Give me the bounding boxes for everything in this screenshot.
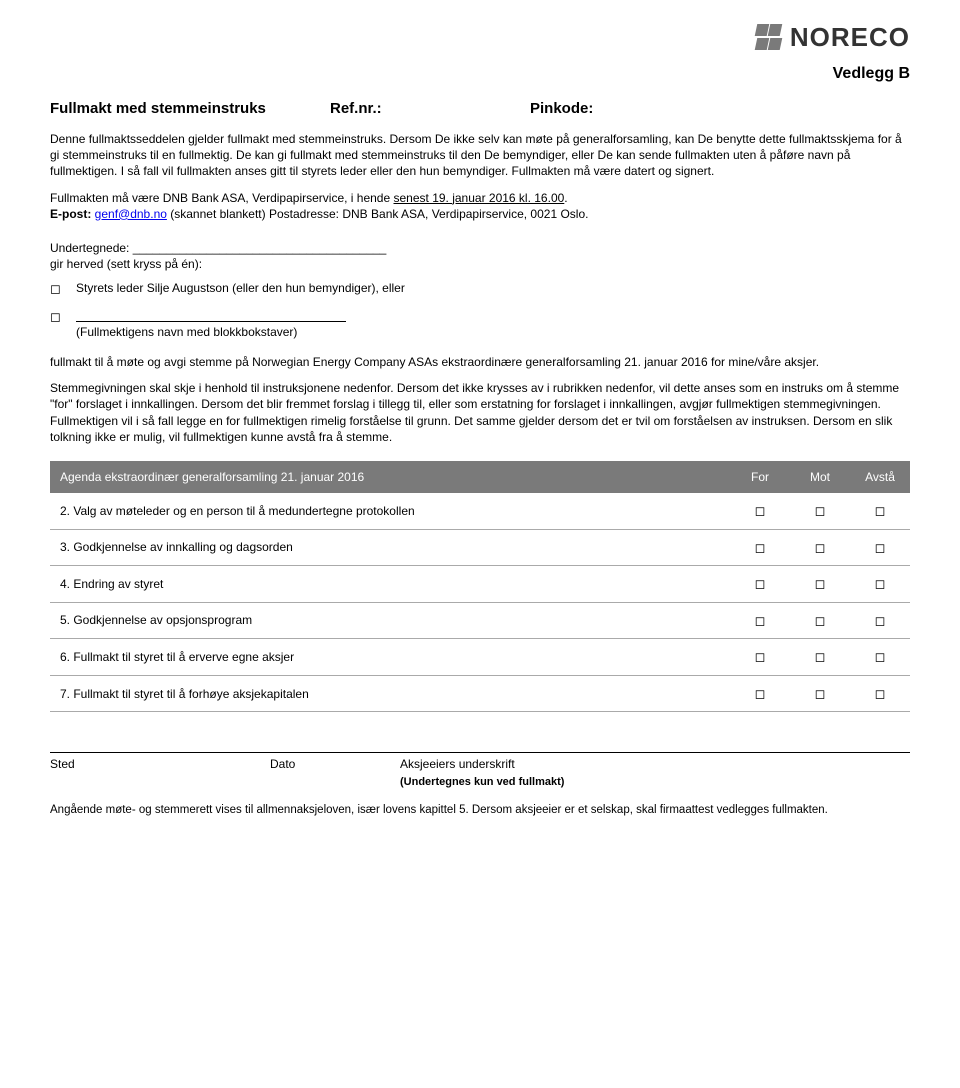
logo: NORECO [756,20,910,55]
vote-checkbox-icon[interactable]: ◻ [790,566,850,603]
checkbox-icon[interactable]: ◻ [50,280,76,298]
agenda-cell: 7. Fullmakt til styret til å forhøye aks… [50,675,730,712]
paragraph-instructions: Stemmegivningen skal skje i henhold til … [50,380,910,445]
vote-checkbox-icon[interactable]: ◻ [790,675,850,712]
agenda-cell: 5. Godkjennelse av opsjonsprogram [50,602,730,639]
signer-block: Undertegnede: gir herved (sett kryss på … [50,240,910,272]
sig-dato: Dato [270,756,400,789]
sig-signature-col: Aksjeeiers underskrift (Undertegnes kun … [400,756,910,789]
vote-checkbox-icon[interactable]: ◻ [730,675,790,712]
sig-sted: Sted [50,756,270,789]
table-row: 7. Fullmakt til styret til å forhøye aks… [50,675,910,712]
paragraph-intro: Denne fullmaktsseddelen gjelder fullmakt… [50,131,910,180]
logo-text: NORECO [790,20,910,55]
table-row: 6. Fullmakt til styret til å erverve egn… [50,639,910,676]
option1-text: Styrets leder Silje Augustson (eller den… [76,280,910,296]
logo-row: NORECO [50,20,910,55]
title-row: Fullmakt med stemmeinstruks Ref.nr.: Pin… [50,99,910,119]
vote-checkbox-icon[interactable]: ◻ [850,566,910,603]
table-row: 2. Valg av møteleder og en person til å … [50,493,910,529]
th-avsta: Avstå [850,461,910,493]
undertegnede-label: Undertegnede: [50,241,386,255]
address-tail: (skannet blankett) Postadresse: DNB Bank… [167,207,589,221]
options-block: ◻ Styrets leder Silje Augustson (eller d… [50,280,910,340]
table-row: 4. Endring av styret◻◻◻ [50,566,910,603]
sig-underskrift: Aksjeeiers underskrift [400,757,515,771]
ref-label: Ref.nr.: [330,99,530,119]
document-title: Fullmakt med stemmeinstruks [50,99,330,119]
paragraph-deadline: Fullmakten må være DNB Bank ASA, Verdipa… [50,190,910,222]
vote-checkbox-icon[interactable]: ◻ [790,602,850,639]
checkbox-icon[interactable]: ◻ [50,308,76,326]
vote-checkbox-icon[interactable]: ◻ [730,529,790,566]
epost-label: E-post: [50,207,95,221]
agenda-cell: 4. Endring av styret [50,566,730,603]
vote-checkbox-icon[interactable]: ◻ [850,639,910,676]
th-for: For [730,461,790,493]
vote-checkbox-icon[interactable]: ◻ [850,675,910,712]
vote-checkbox-icon[interactable]: ◻ [790,529,850,566]
sig-note: (Undertegnes kun ved fullmakt) [400,776,564,788]
vote-checkbox-icon[interactable]: ◻ [730,493,790,529]
table-row: 5. Godkjennelse av opsjonsprogram◻◻◻ [50,602,910,639]
vote-checkbox-icon[interactable]: ◻ [850,529,910,566]
signature-row: Sted Dato Aksjeeiers underskrift (Undert… [50,752,910,789]
gir-herved: gir herved (sett kryss på én): [50,257,202,271]
logo-mark-icon [756,24,784,52]
option2-block: (Fullmektigens navn med blokkbokstaver) [76,308,910,340]
agenda-cell: 6. Fullmakt til styret til å erverve egn… [50,639,730,676]
vote-checkbox-icon[interactable]: ◻ [730,566,790,603]
vote-checkbox-icon[interactable]: ◻ [850,602,910,639]
deadline-text: senest 19. januar 2016 kl. 16.00 [394,191,565,205]
pin-label: Pinkode: [530,99,910,119]
table-row: 3. Godkjennelse av innkalling og dagsord… [50,529,910,566]
vote-checkbox-icon[interactable]: ◻ [790,493,850,529]
vote-checkbox-icon[interactable]: ◻ [730,639,790,676]
attachment-label: Vedlegg B [50,63,910,85]
deadline-post: . [564,191,567,205]
footnote: Angående møte- og stemmerett vises til a… [50,803,910,819]
option-row-2: ◻ (Fullmektigens navn med blokkbokstaver… [50,308,910,340]
paragraph-authorize: fullmakt til å møte og avgi stemme på No… [50,354,910,370]
agenda-cell: 3. Godkjennelse av innkalling og dagsord… [50,529,730,566]
th-agenda: Agenda ekstraordinær generalforsamling 2… [50,461,730,493]
deadline-pre: Fullmakten må være DNB Bank ASA, Verdipa… [50,191,394,205]
option-row-1: ◻ Styrets leder Silje Augustson (eller d… [50,280,910,298]
th-mot: Mot [790,461,850,493]
email-link[interactable]: genf@dnb.no [95,207,167,221]
name-fill-line[interactable] [76,308,346,322]
agenda-cell: 2. Valg av møteleder og en person til å … [50,493,730,529]
vote-checkbox-icon[interactable]: ◻ [730,602,790,639]
vote-checkbox-icon[interactable]: ◻ [790,639,850,676]
vote-checkbox-icon[interactable]: ◻ [850,493,910,529]
agenda-table: Agenda ekstraordinær generalforsamling 2… [50,461,910,712]
option2-caption: (Fullmektigens navn med blokkbokstaver) [76,325,297,339]
